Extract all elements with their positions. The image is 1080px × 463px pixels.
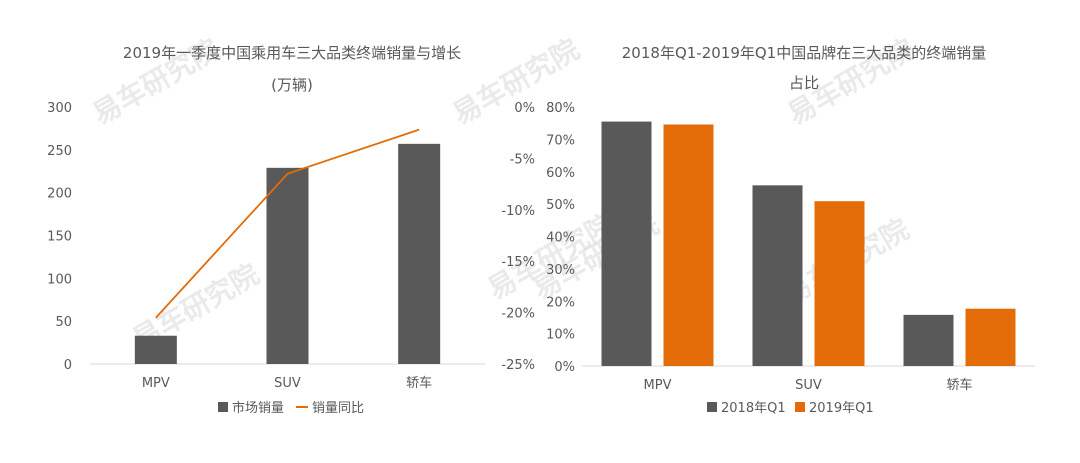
left-x-tick: MPV	[142, 376, 170, 391]
left-chart-title: 2019年一季度中国乘用车三大品类终端销量与增长	[123, 44, 461, 62]
right-bar-2019q1	[663, 124, 714, 366]
left-line-yoy	[155, 128, 420, 319]
left-bar-sales	[398, 143, 441, 364]
right-chart-y-tick: 40%	[546, 231, 575, 246]
right-y-tick: 0%	[514, 101, 535, 116]
right-y-tick: -5%	[510, 152, 535, 167]
left-y-tick: 100	[47, 272, 72, 287]
watermark-text: 易车研究院	[447, 32, 585, 131]
left-x-tick: 轿车	[406, 375, 432, 391]
legend-swatch-2018q1	[707, 402, 717, 412]
legend-label-yoy: 销量同比	[312, 401, 364, 416]
right-chart-y-tick: 80%	[546, 101, 575, 116]
right-x-tick: 轿车	[946, 377, 972, 393]
legend-label-sales: 市场销量	[232, 400, 284, 416]
right-x-tick: SUV	[795, 378, 822, 393]
right-bar-2018q1	[601, 121, 652, 366]
right-y-tick: -10%	[501, 204, 535, 219]
left-x-tick: SUV	[274, 376, 301, 391]
left-y-tick: 150	[47, 230, 72, 245]
right-chart-title: 2018年Q1-2019年Q1中国品牌在三大品类的终端销量	[622, 44, 986, 62]
right-y-tick: -20%	[501, 307, 535, 322]
left-y-tick: 200	[47, 187, 72, 202]
right-y-tick: -15%	[501, 255, 535, 270]
right-chart-y-tick: 70%	[546, 133, 575, 148]
legend-swatch-2019q1	[795, 402, 805, 412]
right-chart-y-tick: 50%	[546, 198, 575, 213]
right-chart-y-tick: 60%	[546, 166, 575, 181]
right-bar-2018q1	[752, 185, 803, 366]
left-bar-sales	[134, 335, 177, 364]
right-bar-2019q1	[965, 308, 1016, 366]
right-chart-y-tick: 20%	[546, 295, 575, 310]
right-chart-subtitle: 占比	[789, 74, 819, 92]
left-y-tick: 250	[47, 144, 72, 159]
left-y-tick: 50	[55, 315, 72, 330]
right-bar-2019q1	[814, 201, 865, 366]
left-chart-subtitle: (万辆)	[271, 76, 313, 94]
right-chart-y-tick: 30%	[546, 263, 575, 278]
legend-label-2018q1: 2018年Q1	[721, 401, 786, 416]
left-y-tick: 300	[47, 101, 72, 116]
right-chart-y-tick: 0%	[554, 360, 575, 375]
left-y-tick: 0	[64, 358, 72, 373]
legend-swatch-sales	[218, 402, 228, 412]
right-chart-y-tick: 10%	[546, 328, 575, 343]
right-x-tick: MPV	[644, 378, 672, 393]
left-bar-sales	[266, 167, 309, 364]
legend-label-2019q1: 2019年Q1	[809, 401, 874, 416]
right-y-tick: -25%	[501, 358, 535, 373]
right-bar-2018q1	[903, 314, 954, 366]
